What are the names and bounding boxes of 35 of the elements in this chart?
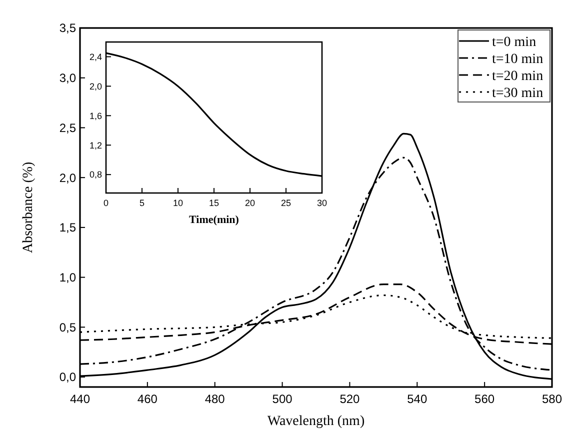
legend-label: t=20 min (492, 69, 544, 84)
x-tick-label: 480 (204, 392, 226, 406)
y-tick-label: 2,0 (89, 81, 102, 92)
x-tick-label: 10 (172, 198, 184, 208)
y-tick-label: 3,0 (59, 71, 76, 86)
y-tick-label: 2,4 (89, 52, 102, 62)
y-tick-label: 3,5 (59, 21, 76, 36)
x-tick-label: 30 (316, 198, 328, 208)
y-tick-label: 2,5 (59, 120, 76, 135)
y-axis-title: Absorbance (%) (21, 161, 36, 254)
legend-label: t=30 min (492, 86, 544, 101)
y-tick-label: 0,5 (59, 320, 76, 334)
legend-label: t=0 min (492, 35, 536, 50)
y-tick-label: 0,8 (89, 170, 102, 180)
x-tick-label: 520 (340, 392, 360, 406)
x-axis-title: Wavelength (nm) (267, 414, 365, 429)
x-tick-label: 580 (542, 392, 562, 406)
legend-label: t=10 min (492, 52, 544, 67)
y-tick-label: 0,0 (59, 370, 76, 384)
x-tick-label: 0 (103, 198, 109, 208)
x-tick-label: 5 (139, 198, 145, 208)
x-tick-label: 540 (407, 392, 428, 406)
y-tick-label: 1,6 (89, 110, 102, 121)
x-tick-label: 15 (208, 198, 220, 208)
y-tick-label: 1,5 (59, 220, 76, 235)
x-tick-label: 25 (280, 198, 292, 208)
y-tick-label: 2,0 (59, 170, 76, 185)
x-axis-title: Time(min) (189, 214, 240, 226)
x-tick-label: 500 (272, 392, 293, 406)
x-tick-label: 440 (70, 392, 90, 406)
y-tick-label: 1,0 (59, 270, 76, 285)
x-tick-label: 460 (137, 392, 158, 406)
x-tick-label: 20 (244, 198, 256, 208)
x-tick-label: 560 (474, 392, 495, 406)
y-tick-label: 1,2 (89, 140, 102, 150)
